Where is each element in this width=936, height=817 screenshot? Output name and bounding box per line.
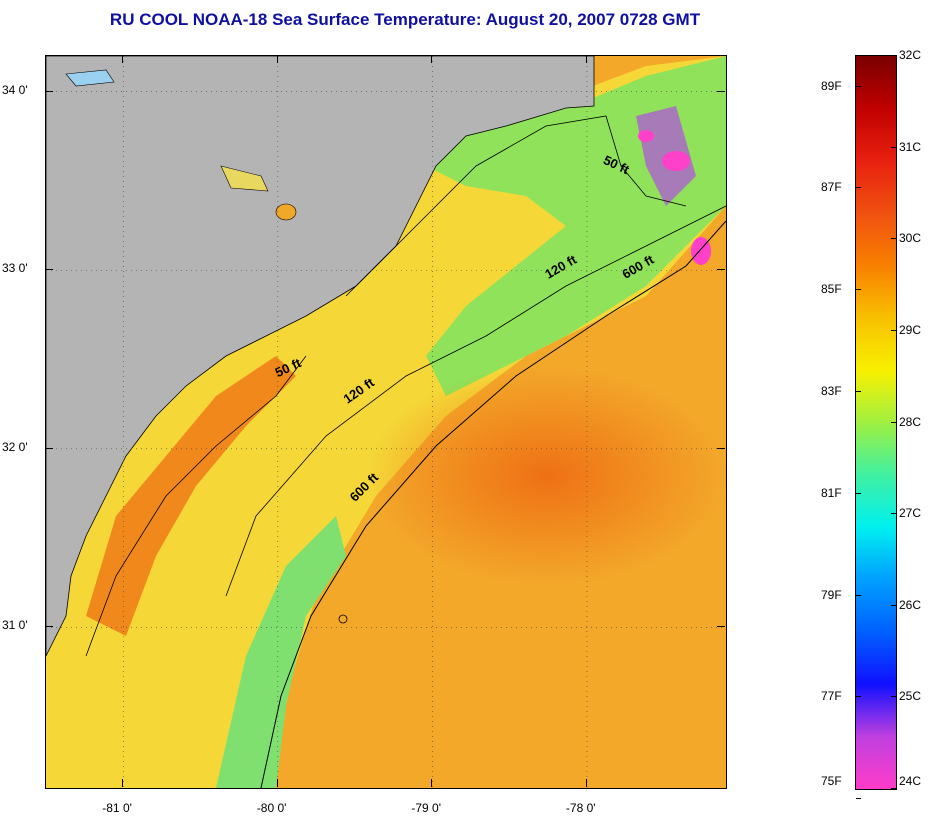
fahrenheit-label: 85F: [821, 282, 842, 297]
fahrenheit-label: 81F: [821, 485, 842, 500]
isobath-600ft: [260, 220, 726, 788]
latitude-tick: [45, 447, 53, 449]
fahrenheit-tick: [856, 492, 861, 494]
longitude-tick-label: -79 0': [411, 801, 442, 815]
celsius-tick: [891, 696, 896, 698]
celsius-label: 28C: [899, 414, 922, 429]
longitude-tick: [122, 779, 124, 787]
celsius-label: 31C: [899, 139, 922, 154]
fahrenheit-label: 87F: [821, 180, 842, 195]
fahrenheit-tick: [856, 390, 861, 392]
longitude-tick: [431, 779, 433, 787]
latitude-tick-label: 33 0': [2, 261, 28, 276]
latitude-tick: [45, 90, 53, 92]
isobath-50ft-north: [345, 115, 687, 297]
latitude-tick: [717, 626, 725, 628]
inland-lake: [65, 69, 115, 87]
latitude-tick: [45, 626, 53, 628]
land-area: [46, 56, 595, 657]
cold-patch-pink: [662, 151, 690, 171]
map-title: RU COOL NOAA-18 Sea Surface Temperature:…: [109, 10, 701, 29]
longitude-tick: [431, 55, 433, 63]
celsius-label: 32C: [899, 48, 922, 62]
isobath-120ft: [225, 205, 726, 597]
celsius-tick: [891, 146, 896, 148]
fahrenheit-label: 79F: [821, 587, 842, 602]
inland-lake: [275, 203, 297, 221]
cool-slope-water: [216, 516, 346, 788]
fahrenheit-tick: [856, 289, 861, 291]
latitude-tick-label: 32 0': [2, 439, 28, 454]
celsius-label: 26C: [899, 597, 922, 612]
longitude-tick: [276, 55, 278, 63]
fahrenheit-tick: [856, 798, 861, 800]
celsius-label: 29C: [899, 322, 922, 337]
fahrenheit-label: 77F: [821, 689, 842, 704]
fahrenheit-tick: [856, 594, 861, 596]
fahrenheit-tick: [856, 187, 861, 189]
warm-offshore-water: [366, 366, 726, 586]
fahrenheit-label: 89F: [821, 78, 842, 93]
fahrenheit-label: 75F: [821, 774, 842, 788]
celsius-tick: [891, 788, 896, 789]
latitude-tick: [717, 447, 725, 449]
fahrenheit-label: 83F: [821, 383, 842, 398]
longitude-tick: [585, 55, 587, 63]
longitude-tick: [276, 779, 278, 787]
sst-map[interactable]: 50 ft 120 ft 600 ft 50 ft 120 ft 600 ft: [45, 55, 727, 789]
fahrenheit-tick: [856, 696, 861, 698]
celsius-tick: [891, 513, 896, 515]
celsius-tick: [891, 238, 896, 240]
graticule: [46, 56, 726, 788]
latitude-tick: [717, 90, 725, 92]
warm-nearshore-water: [86, 356, 296, 636]
celsius-label: 25C: [899, 689, 922, 704]
celsius-label: 27C: [899, 506, 922, 521]
longitude-tick-label: -78 0': [565, 801, 596, 815]
celsius-tick: [891, 604, 896, 606]
cold-patch-pink: [638, 130, 654, 142]
longitude-tick-label: -80 0': [256, 801, 287, 815]
latitude-tick-label: 31 0': [2, 618, 28, 633]
inland-lake: [220, 165, 269, 192]
celsius-tick: [891, 421, 896, 423]
celsius-label: 24C: [899, 774, 922, 788]
isobath-50ft-south: [85, 355, 307, 657]
celsius-label: 30C: [899, 231, 922, 246]
longitude-tick-label: -81 0': [102, 801, 132, 815]
celsius-tick: [891, 55, 896, 56]
longitude-tick: [585, 779, 587, 787]
latitude-tick: [717, 269, 725, 271]
celsius-tick: [891, 329, 896, 331]
latitude-tick: [45, 269, 53, 271]
temperature-colorbar: [855, 55, 897, 790]
latitude-tick-label: 34 0': [2, 82, 28, 97]
fahrenheit-tick: [856, 85, 861, 87]
isobath-contour-ring: [338, 614, 348, 624]
longitude-tick: [122, 55, 124, 63]
